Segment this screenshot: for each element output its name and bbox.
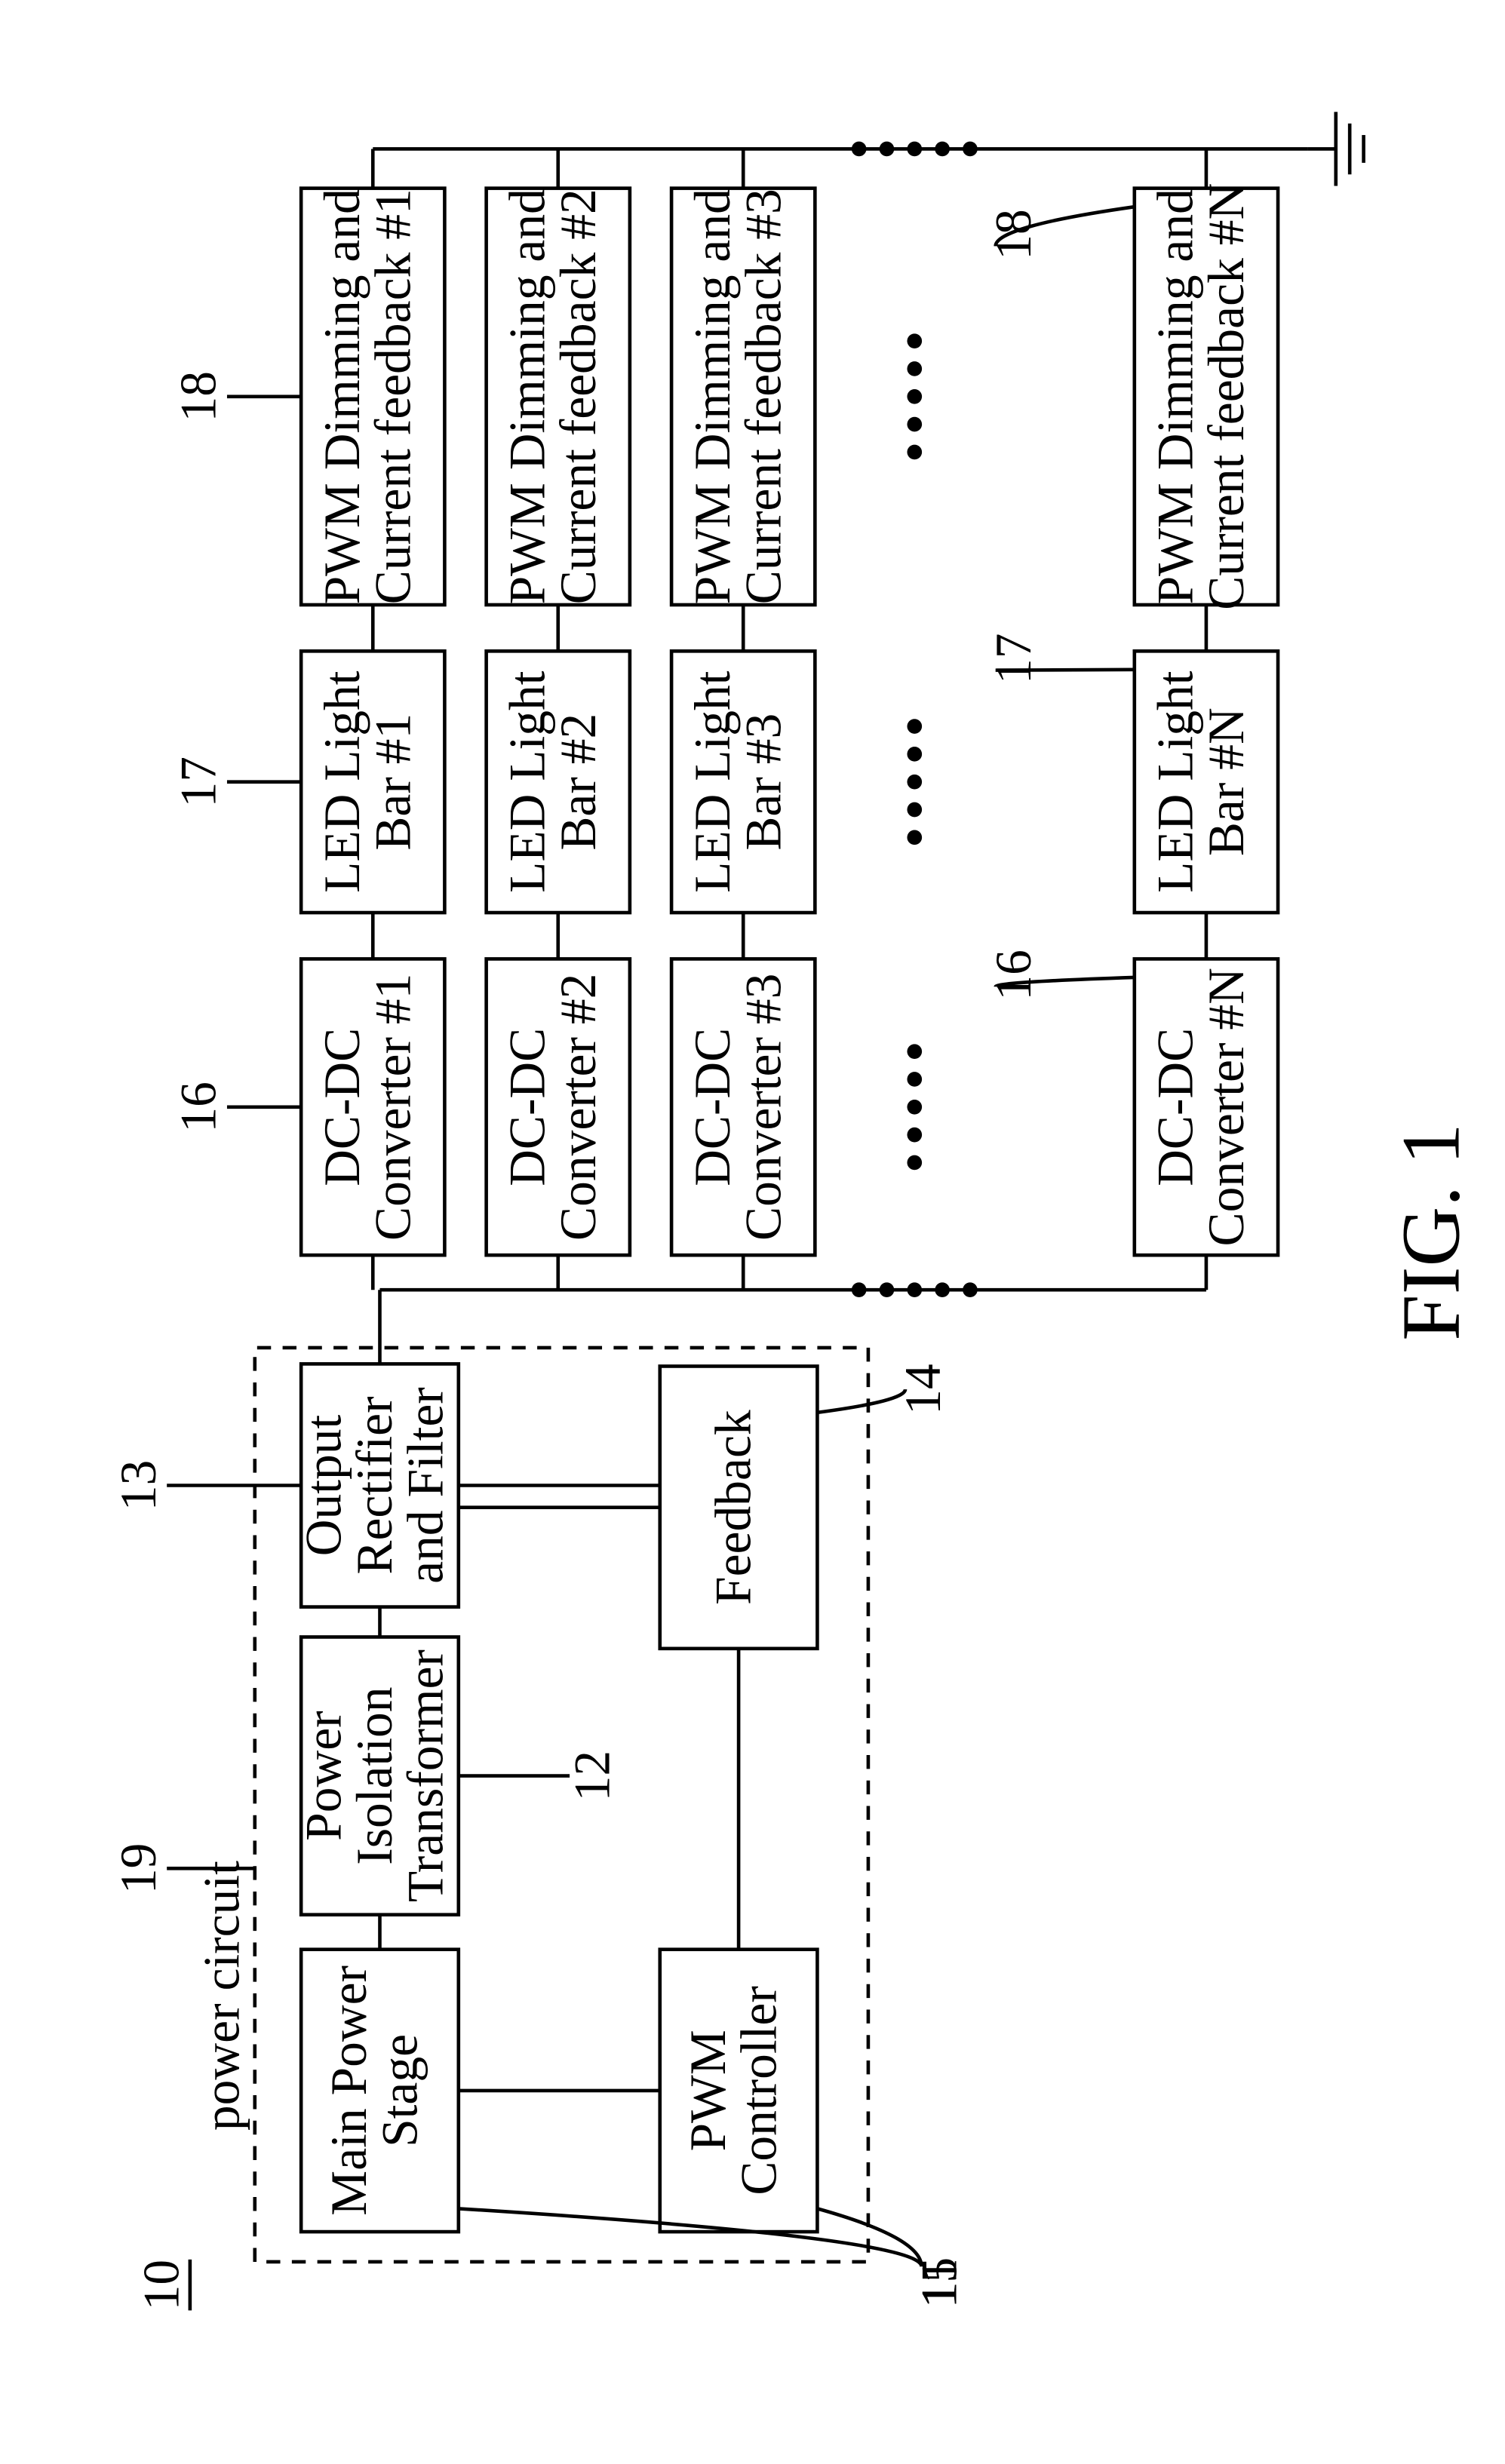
svg-text:Bar #1: Bar #1	[365, 713, 422, 851]
svg-text:PWM Dimming and: PWM Dimming and	[1147, 189, 1204, 604]
svg-text:Rectifier: Rectifier	[346, 1396, 403, 1574]
svg-text:PWM Dimming and: PWM Dimming and	[684, 189, 741, 604]
svg-text:LED Light: LED Light	[314, 670, 370, 893]
svg-text:Controller: Controller	[730, 1986, 787, 2195]
svg-text:Bar #N: Bar #N	[1198, 707, 1255, 856]
ref-17-bottom: 17	[985, 634, 1042, 685]
svg-text:Output: Output	[295, 1415, 352, 1557]
svg-text:PWM: PWM	[680, 2030, 736, 2151]
svg-text:DC-DC: DC-DC	[1147, 1028, 1204, 1186]
svg-text:Isolation: Isolation	[346, 1686, 403, 1864]
svg-text:Bar #2: Bar #2	[550, 713, 607, 851]
svg-text:PWM Dimming and: PWM Dimming and	[314, 189, 370, 604]
figure-label: FIG. 1	[1384, 1123, 1476, 1340]
ref-16-top: 16	[170, 1082, 227, 1133]
svg-text:Converter #3: Converter #3	[735, 974, 791, 1241]
svg-text:DC-DC: DC-DC	[314, 1028, 370, 1186]
svg-text:Current feedback #3: Current feedback #3	[735, 189, 791, 604]
ref-12: 12	[564, 1751, 620, 1802]
svg-text:Bar #3: Bar #3	[735, 713, 791, 851]
svg-text:Converter #1: Converter #1	[365, 974, 422, 1241]
svg-text:LED Light: LED Light	[499, 670, 555, 893]
svg-text:Current feedback #1: Current feedback #1	[365, 189, 422, 604]
svg-text:PWM Dimming and: PWM Dimming and	[499, 189, 555, 604]
svg-text:Power: Power	[295, 1711, 352, 1840]
svg-text:and Filter: and Filter	[397, 1387, 453, 1584]
block-diagram: power circuit 19 Main PowerStage PowerIsola…	[0, 0, 1505, 2464]
svg-text:Converter #N: Converter #N	[1198, 968, 1255, 1246]
svg-text:power circuit: power circuit	[193, 1861, 250, 2131]
svg-text:Transformer: Transformer	[397, 1649, 453, 1902]
ref-19: 19	[110, 1843, 167, 1895]
svg-text:Main Power: Main Power	[321, 1965, 377, 2216]
ref-18-top: 18	[170, 371, 227, 422]
svg-text:DC-DC: DC-DC	[684, 1028, 741, 1186]
svg-text:DC-DC: DC-DC	[499, 1028, 555, 1186]
svg-text:LED Light: LED Light	[684, 670, 741, 893]
ref-13: 13	[110, 1460, 167, 1511]
ref-14: 14	[895, 1364, 951, 1415]
svg-text:Converter #2: Converter #2	[550, 974, 607, 1241]
ref-10: 10	[134, 2260, 190, 2311]
ref-17-top: 17	[170, 756, 227, 808]
svg-text:LED Light: LED Light	[1147, 670, 1204, 893]
svg-text:Current feedback #N: Current feedback #N	[1198, 183, 1255, 610]
svg-text:Feedback: Feedback	[705, 1410, 762, 1605]
svg-text:Stage: Stage	[372, 2034, 428, 2147]
ref-15: 15	[911, 2257, 968, 2309]
svg-text:Current feedback #2: Current feedback #2	[550, 189, 607, 604]
ref-18-bottom: 18	[985, 209, 1042, 259]
ref-16-bottom: 16	[985, 950, 1042, 1001]
